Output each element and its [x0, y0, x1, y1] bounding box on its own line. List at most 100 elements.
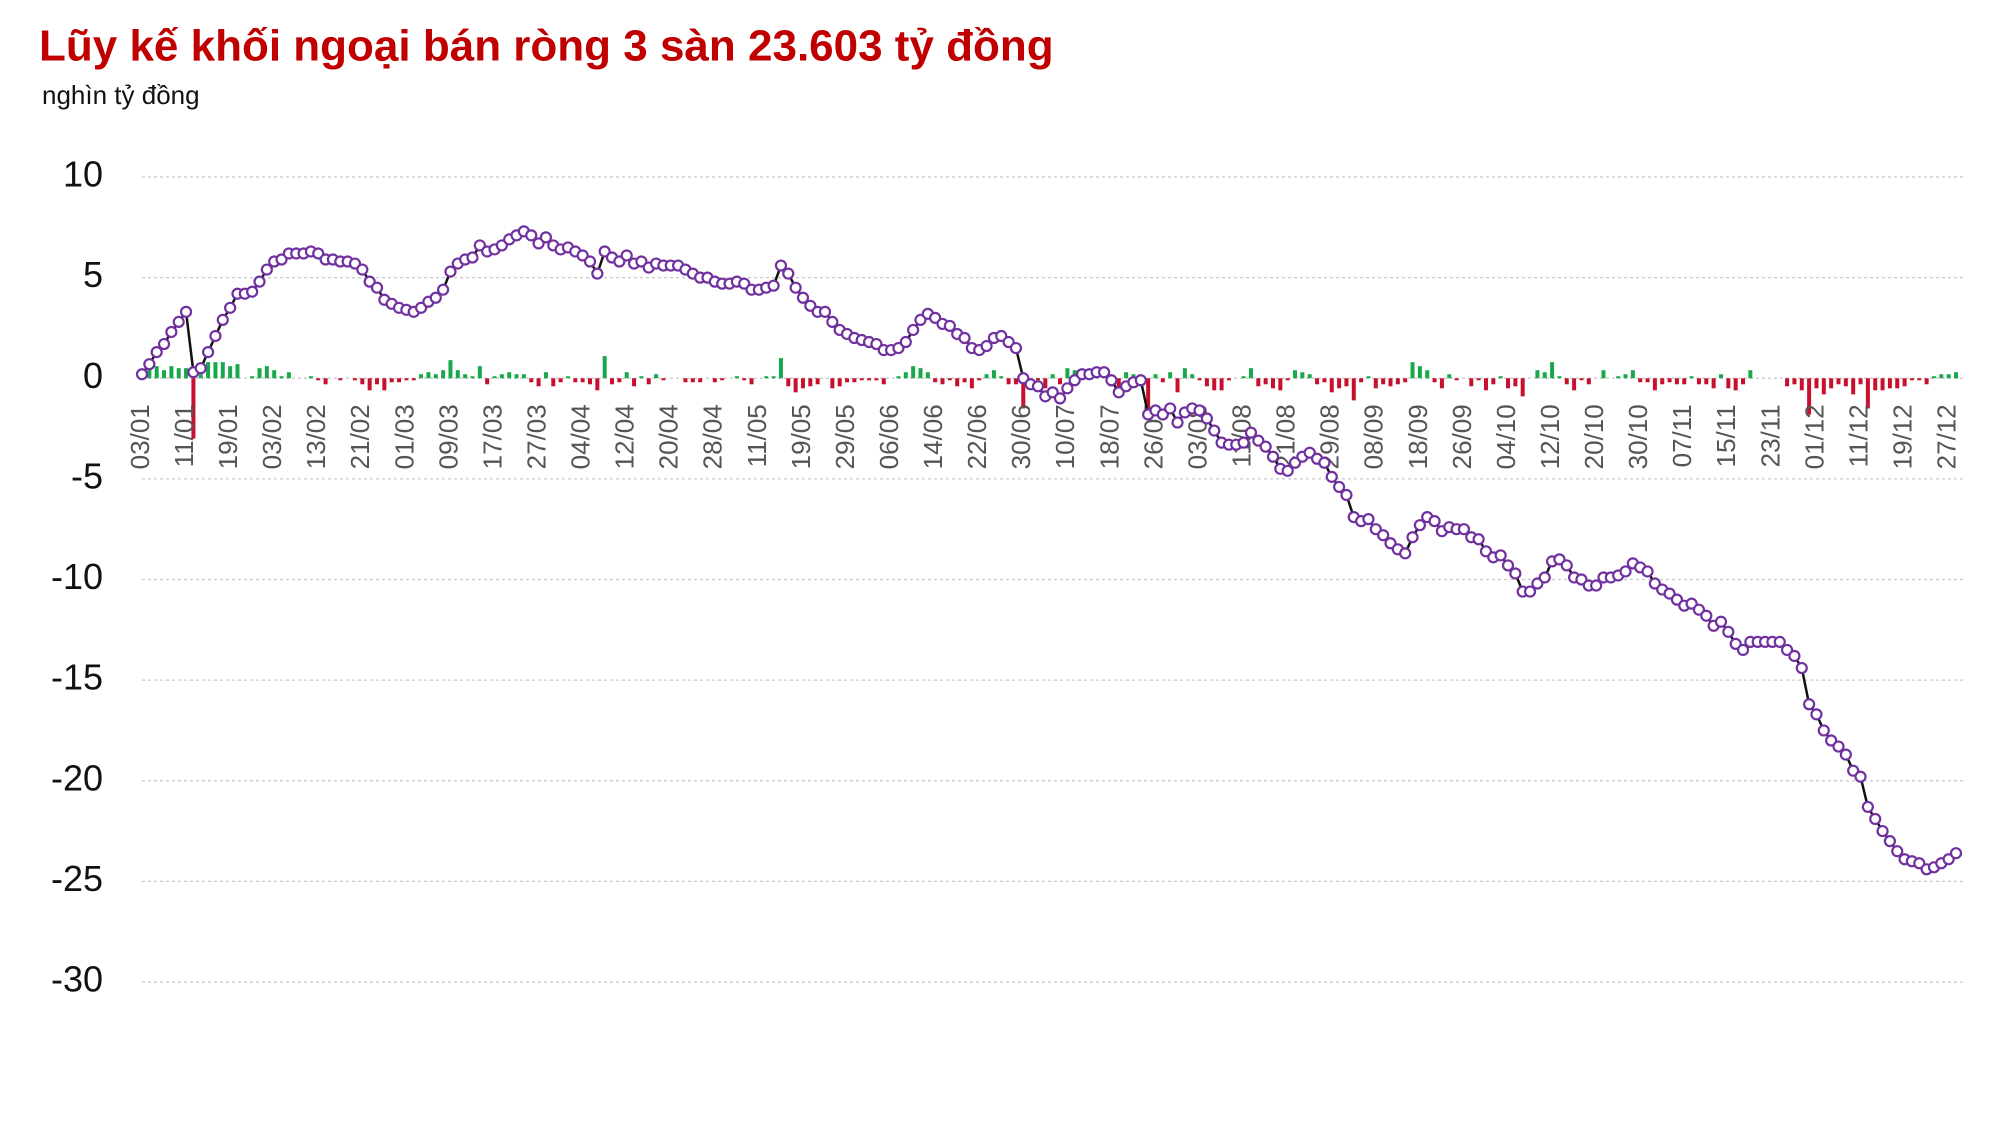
x-tick-label: 04/10 [1491, 404, 1521, 469]
point-marker [356, 263, 369, 276]
bar [881, 378, 886, 385]
point-marker [1406, 531, 1419, 544]
point-marker [143, 358, 156, 371]
bar [1954, 372, 1958, 379]
bar [228, 366, 233, 379]
point-marker [782, 267, 795, 280]
point-marker [1773, 635, 1786, 648]
bar [338, 378, 343, 381]
bar [426, 372, 431, 379]
bar [375, 378, 380, 385]
point-marker [1377, 529, 1390, 542]
bar [1748, 370, 1753, 379]
bar [1491, 378, 1496, 385]
bar [1425, 370, 1430, 379]
bar [316, 378, 321, 381]
point-marker [1832, 740, 1845, 753]
bar [558, 378, 563, 383]
x-tick-label: 18/07 [1094, 404, 1124, 469]
bar [1858, 378, 1863, 385]
bar [602, 356, 607, 379]
x-tick-label: 07/11 [1667, 404, 1697, 467]
point-marker [1714, 615, 1728, 628]
x-tick-label: 06/06 [874, 404, 904, 469]
x-tick-label: 29/05 [830, 404, 860, 469]
bar [1638, 378, 1643, 383]
bar [1168, 372, 1173, 379]
x-tick-label: 22/06 [962, 404, 992, 469]
bar [1667, 378, 1672, 383]
bar [624, 372, 629, 379]
bar [507, 372, 512, 379]
point-marker [1208, 424, 1221, 437]
bar [1579, 378, 1584, 381]
point-marker [1318, 456, 1331, 469]
bar [1520, 378, 1525, 397]
bar [1807, 378, 1812, 415]
point-marker [539, 231, 553, 244]
point-marker [1854, 770, 1867, 783]
point-marker [1340, 488, 1353, 502]
point-marker [1105, 374, 1118, 387]
bar [991, 370, 996, 379]
point-marker [1810, 708, 1823, 721]
point-marker [796, 291, 810, 304]
bar [1300, 372, 1305, 379]
point-marker [1031, 380, 1045, 393]
point-marker [1200, 412, 1213, 425]
bar [397, 378, 402, 383]
x-tick-label: 18/09 [1403, 404, 1433, 469]
y-axis-unit: nghìn tỷ đồng [42, 80, 200, 110]
x-tick-label: 19/05 [786, 404, 816, 469]
point-marker [1795, 661, 1808, 675]
point-marker [370, 281, 384, 294]
x-tick-label: 26/09 [1447, 404, 1477, 469]
bar [551, 378, 556, 387]
bar [1153, 374, 1158, 379]
bar [1711, 378, 1716, 389]
bar [1204, 378, 1209, 387]
bar [1836, 378, 1841, 385]
bar [867, 378, 872, 381]
x-tick-label: 27/03 [521, 404, 551, 469]
bar [698, 378, 703, 383]
x-tick-label: 17/03 [477, 404, 507, 469]
point-marker [429, 291, 442, 304]
point-marker [1097, 366, 1111, 379]
bar [595, 378, 600, 391]
bar [1550, 362, 1555, 379]
x-tick-label: 15/11 [1711, 404, 1741, 467]
point-marker [253, 275, 266, 288]
point-marker [774, 259, 788, 272]
bar [977, 378, 982, 381]
bar [1792, 378, 1797, 385]
point-marker [1171, 416, 1184, 429]
bar [1447, 374, 1452, 379]
bar [617, 378, 622, 383]
bar [477, 366, 482, 379]
bar [308, 376, 313, 379]
x-tick-label: 03/01 [125, 404, 155, 469]
bar [962, 378, 967, 383]
bar [323, 378, 328, 385]
x-tick-label: 04/04 [566, 404, 596, 469]
bar [441, 370, 446, 379]
bar [485, 378, 490, 385]
y-tick-label: -15 [51, 657, 103, 698]
bar [1432, 378, 1437, 383]
point-marker [1053, 392, 1067, 405]
bar [793, 378, 798, 393]
bar [162, 370, 167, 379]
point-marker [1164, 402, 1177, 415]
point-marker [437, 283, 450, 296]
bar [1506, 378, 1511, 389]
bar [1696, 378, 1701, 385]
bar [1035, 378, 1040, 381]
bar [1645, 378, 1650, 383]
bar [859, 378, 864, 381]
bar [257, 368, 262, 379]
point-marker [246, 285, 259, 298]
bar [1337, 378, 1342, 389]
point-marker [583, 255, 597, 268]
bar [206, 362, 211, 379]
